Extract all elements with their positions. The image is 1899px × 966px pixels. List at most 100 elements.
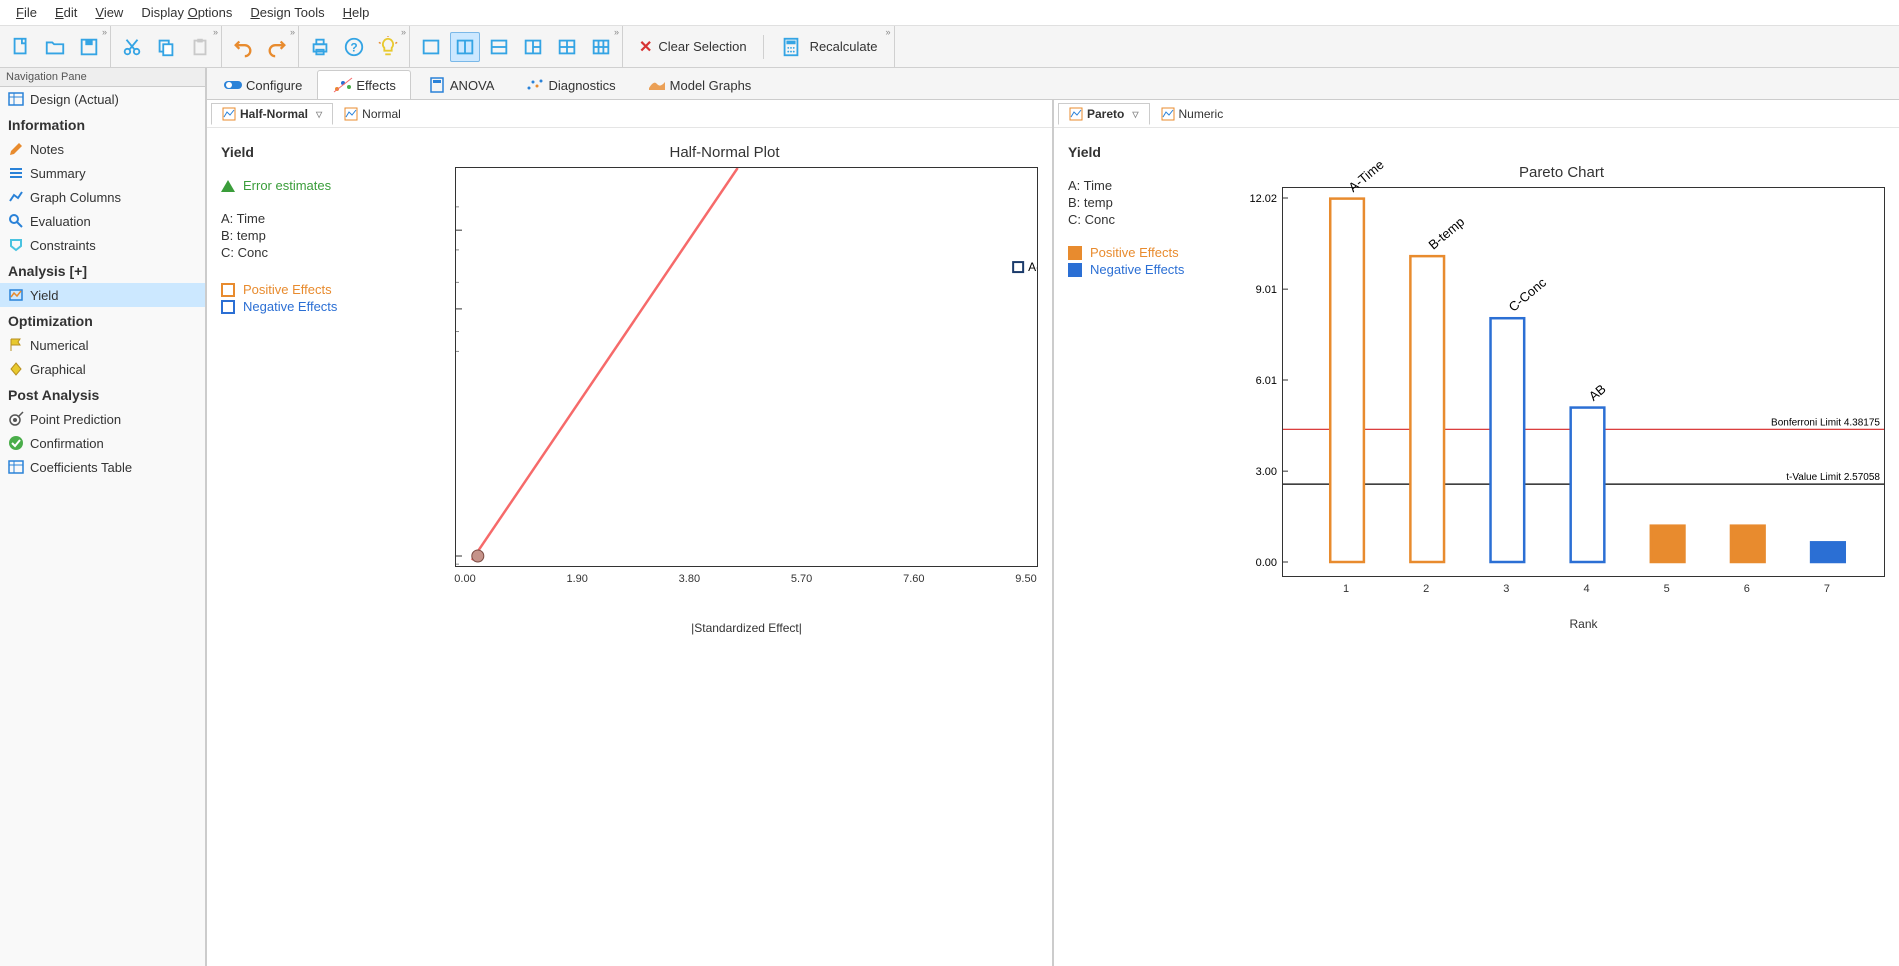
layout-split-v-button[interactable] [450, 32, 480, 62]
nav-item-label: Evaluation [30, 214, 91, 229]
nav-item-constraints[interactable]: Constraints [0, 233, 205, 257]
nav-item-notes[interactable]: Notes [0, 137, 205, 161]
chevron-down-icon[interactable]: ▽ [316, 110, 322, 119]
nav-item-graphical[interactable]: Graphical [0, 357, 205, 381]
recalculate-button[interactable]: Recalculate [770, 36, 888, 58]
tab-label: Configure [246, 78, 302, 93]
nav-item-yield[interactable]: Yield [0, 283, 205, 307]
x-tick-label: 7.60 [903, 573, 924, 585]
nav-design-actual[interactable]: Design (Actual) [0, 87, 205, 111]
layout-3col-button[interactable] [518, 32, 548, 62]
menu-design-tools[interactable]: Design Tools [242, 3, 332, 22]
half-normal-chart[interactable]: 01020305070809095ABC-ConcB-tempA-Time [455, 167, 1038, 567]
nav-item-graph-columns[interactable]: Graph Columns [0, 185, 205, 209]
nav-item-confirmation[interactable]: Confirmation [0, 431, 205, 455]
tab-configure[interactable]: Configure [207, 70, 317, 99]
tab-model-graphs[interactable]: Model Graphs [631, 70, 767, 99]
subtab-normal[interactable]: Normal [333, 103, 412, 125]
positive-effects-label: Positive Effects [1090, 245, 1179, 260]
svg-text:0.00: 0.00 [1256, 557, 1277, 569]
x-tick-label: 4 [1583, 583, 1589, 595]
plot-icon [344, 107, 358, 121]
square-icon [1068, 246, 1082, 260]
subtab-label: Half-Normal [240, 107, 308, 121]
nav-item-summary[interactable]: Summary [0, 161, 205, 185]
menu-display-options[interactable]: Display Options [133, 3, 240, 22]
tab-diagnostics[interactable]: Diagnostics [509, 70, 630, 99]
content-tabs: Configure Effects ANOVADiagnosticsModel Gr… [207, 68, 1899, 100]
content-area: Configure Effects ANOVADiagnosticsModel Gr… [207, 68, 1899, 966]
calc-icon [426, 76, 444, 94]
positive-effects-label: Positive Effects [243, 282, 332, 297]
layout-2x2-button[interactable] [552, 32, 582, 62]
print-button[interactable] [305, 32, 335, 62]
nav-item-numerical[interactable]: Numerical [0, 333, 205, 357]
nav-item-label: Point Prediction [30, 412, 121, 427]
svg-text:B-temp: B-temp [1426, 214, 1468, 252]
x-tick-label: 3.80 [679, 573, 700, 585]
paste-button[interactable] [185, 32, 215, 62]
svg-text:Bonferroni Limit 4.38175: Bonferroni Limit 4.38175 [1771, 417, 1880, 428]
cut-button[interactable] [117, 32, 147, 62]
tips-button[interactable] [373, 32, 403, 62]
svg-text:12.02: 12.02 [1249, 193, 1277, 205]
menu-view[interactable]: View [87, 3, 131, 22]
subtab-numeric[interactable]: Numeric [1150, 103, 1235, 125]
pencil-icon [8, 141, 24, 157]
subtab-label: Normal [362, 107, 401, 121]
error-estimates-label: Error estimates [243, 178, 331, 193]
subtab-label: Pareto [1087, 107, 1124, 121]
redo-button[interactable] [262, 32, 292, 62]
copy-button[interactable] [151, 32, 181, 62]
square-icon [221, 300, 235, 314]
nav-item-label: Design (Actual) [30, 92, 119, 107]
nav-item-point-prediction[interactable]: Point Prediction [0, 407, 205, 431]
svg-text:3.00: 3.00 [1256, 466, 1277, 478]
chevron-down-icon[interactable]: ▽ [1132, 110, 1138, 119]
x-tick-label: 9.50 [1015, 573, 1036, 585]
x-tick-label: 1 [1343, 583, 1349, 595]
nav-item-label: Graph Columns [30, 190, 121, 205]
menu-file[interactable]: File [8, 3, 45, 22]
layout-single-button[interactable] [416, 32, 446, 62]
recalculate-label: Recalculate [810, 39, 878, 54]
save-button[interactable] [74, 32, 104, 62]
tab-label: Effects [356, 78, 396, 93]
open-file-button[interactable] [40, 32, 70, 62]
x-axis-label: Rank [1282, 617, 1885, 631]
menu-help[interactable]: Help [335, 3, 378, 22]
nav-item-label: Notes [30, 142, 64, 157]
calculator-icon [780, 36, 802, 58]
pareto-chart[interactable]: 0.003.006.019.0112.02Bonferroni Limit 4.… [1282, 187, 1885, 577]
surface-icon [646, 76, 664, 94]
clear-selection-button[interactable]: ✕ Clear Selection [629, 37, 757, 57]
table-icon [8, 459, 24, 475]
nav-item-label: Numerical [30, 338, 89, 353]
diamond-icon [8, 361, 24, 377]
layout-split-h-button[interactable] [484, 32, 514, 62]
nav-item-evaluation[interactable]: Evaluation [0, 209, 205, 233]
tab-anova[interactable]: ANOVA [411, 70, 510, 99]
nav-item-coefficients-table[interactable]: Coefficients Table [0, 455, 205, 479]
target-icon [8, 411, 24, 427]
help-button[interactable]: ? [339, 32, 369, 62]
chart-title: Half-Normal Plot [411, 144, 1038, 161]
subtab-half-normal[interactable]: Half-Normal ▽ [211, 103, 333, 125]
new-file-button[interactable] [6, 32, 36, 62]
subtab-pareto[interactable]: Pareto ▽ [1058, 103, 1150, 125]
layout-3x2-button[interactable] [586, 32, 616, 62]
lines-icon [8, 165, 24, 181]
nav-item-label: Yield [30, 288, 58, 303]
x-tick-label: 3 [1503, 583, 1509, 595]
menu-edit[interactable]: Edit [47, 3, 85, 22]
tab-effects[interactable]: Effects [317, 70, 411, 99]
undo-button[interactable] [228, 32, 258, 62]
x-tick-label: 0.00 [454, 573, 475, 585]
chart-icon [8, 287, 24, 303]
square-icon [221, 283, 235, 297]
clear-selection-label: Clear Selection [658, 39, 746, 54]
shape-icon [8, 237, 24, 253]
subtab-label: Numeric [1179, 107, 1224, 121]
square-icon [1068, 263, 1082, 277]
svg-text:6.01: 6.01 [1256, 375, 1277, 387]
